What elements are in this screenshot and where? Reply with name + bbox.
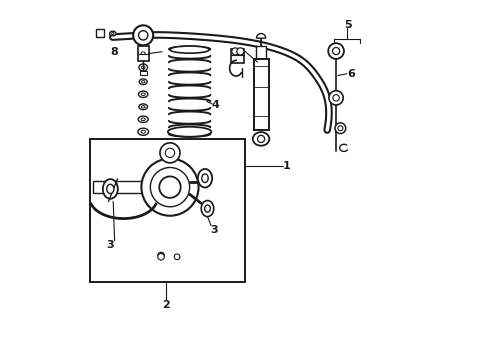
- Ellipse shape: [139, 104, 147, 110]
- Bar: [138, 46, 148, 61]
- Circle shape: [165, 148, 174, 157]
- Ellipse shape: [158, 252, 164, 258]
- Ellipse shape: [141, 93, 145, 96]
- Circle shape: [232, 48, 239, 55]
- Bar: [140, 71, 147, 75]
- Bar: [97, 29, 104, 37]
- Ellipse shape: [112, 32, 114, 35]
- Ellipse shape: [138, 50, 148, 57]
- Ellipse shape: [139, 64, 147, 71]
- Text: 4: 4: [212, 100, 220, 110]
- Text: 2: 2: [163, 300, 171, 310]
- Circle shape: [335, 123, 346, 134]
- Ellipse shape: [142, 81, 145, 83]
- Ellipse shape: [141, 130, 146, 133]
- Text: 6: 6: [347, 69, 355, 79]
- Ellipse shape: [168, 127, 211, 137]
- Circle shape: [333, 95, 339, 101]
- Ellipse shape: [170, 46, 209, 53]
- Ellipse shape: [198, 169, 212, 188]
- Text: 8: 8: [111, 47, 119, 57]
- Ellipse shape: [139, 79, 147, 85]
- Ellipse shape: [138, 116, 148, 122]
- Ellipse shape: [110, 31, 116, 36]
- Circle shape: [142, 158, 198, 216]
- Circle shape: [133, 25, 153, 45]
- Text: 1: 1: [283, 161, 290, 171]
- Circle shape: [160, 143, 180, 163]
- Circle shape: [139, 31, 148, 40]
- Ellipse shape: [107, 184, 114, 194]
- Bar: [231, 49, 244, 63]
- Circle shape: [237, 48, 244, 55]
- Ellipse shape: [138, 128, 148, 135]
- Bar: [253, 59, 269, 130]
- Circle shape: [258, 135, 265, 143]
- Circle shape: [150, 167, 190, 207]
- Text: 3: 3: [210, 225, 218, 235]
- Circle shape: [338, 126, 343, 131]
- Ellipse shape: [141, 52, 146, 54]
- Ellipse shape: [253, 132, 270, 146]
- Ellipse shape: [201, 201, 214, 217]
- Text: 7: 7: [258, 60, 266, 69]
- Circle shape: [159, 176, 181, 198]
- Ellipse shape: [142, 66, 145, 69]
- Bar: [90, 139, 245, 282]
- Text: 3: 3: [106, 240, 114, 250]
- Circle shape: [328, 43, 344, 59]
- Ellipse shape: [205, 205, 210, 212]
- Ellipse shape: [142, 105, 145, 108]
- Ellipse shape: [141, 118, 146, 121]
- Circle shape: [329, 91, 343, 105]
- Circle shape: [333, 48, 340, 55]
- Ellipse shape: [202, 174, 208, 183]
- Ellipse shape: [103, 179, 118, 199]
- Ellipse shape: [139, 91, 148, 98]
- Bar: [93, 181, 156, 193]
- Circle shape: [174, 254, 180, 260]
- Text: 5: 5: [344, 19, 352, 30]
- Bar: [256, 46, 267, 67]
- Wedge shape: [256, 33, 266, 38]
